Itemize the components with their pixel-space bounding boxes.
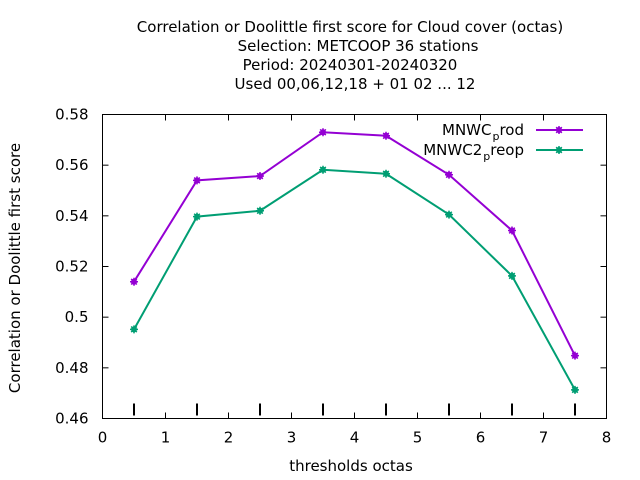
data-point-marker [319,128,327,137]
title-line-2: Selection: METCOOP 36 stations [238,37,479,55]
data-point-marker [445,170,453,179]
series-mnwc_prod [130,128,579,360]
y-axis-label: Correlation or Doolittle first score [6,143,24,393]
x-tick-label: 2 [224,429,234,447]
y-tick-label: 0.56 [55,156,88,174]
data-point-marker [193,212,201,221]
threshold-ticks [133,403,576,416]
legend-marker-star [555,146,563,154]
x-axis: 0 1 2 3 4 5 6 7 8 [98,114,612,447]
title-line-1: Correlation or Doolittle first score for… [137,18,563,36]
series-line [133,131,576,357]
data-point-marker [382,169,390,178]
y-tick-label: 0.58 [55,106,88,124]
data-point-marker [193,176,201,185]
x-tick-label: 6 [476,429,486,447]
x-tick-label: 5 [413,429,423,447]
series-mnwc2_preop [130,165,579,394]
y-tick-label: 0.52 [55,258,88,276]
x-tick-label: 7 [539,429,549,447]
legend-label: MNWC2preop [423,141,524,163]
data-point-marker [571,351,579,360]
y-tick-label: 0.46 [55,410,88,428]
x-tick-label: 3 [287,429,297,447]
x-tick-label: 8 [602,429,612,447]
x-axis-label: thresholds octas [289,457,413,475]
title-line-4: Used 00,06,12,18 + 01 02 ... 12 [235,75,476,93]
data-point-marker [508,271,516,280]
series-layer [130,128,579,394]
y-axis: 0.46 0.48 0.5 0.52 0.54 0.56 0.58 [55,106,607,428]
data-point-marker [256,206,264,215]
x-tick-label: 1 [161,429,171,447]
legend-label: MNWCprod [442,121,524,143]
legend-marker-star [555,126,563,134]
data-point-marker [130,325,138,334]
y-tick-label: 0.54 [55,207,88,225]
x-tick-label: 0 [98,429,108,447]
data-point-marker [319,165,327,174]
data-point-marker [256,172,264,181]
data-point-marker [445,210,453,219]
data-point-marker [130,277,138,286]
data-point-marker [508,226,516,235]
x-tick-label: 4 [350,429,360,447]
data-point-marker [382,131,390,140]
title-line-3: Period: 20240301-20240320 [243,56,458,74]
y-tick-label: 0.48 [55,359,88,377]
y-tick-label: 0.5 [65,308,89,326]
data-point-marker [571,385,579,394]
series-line [133,168,576,391]
chart-title: Correlation or Doolittle first score for… [137,18,563,93]
